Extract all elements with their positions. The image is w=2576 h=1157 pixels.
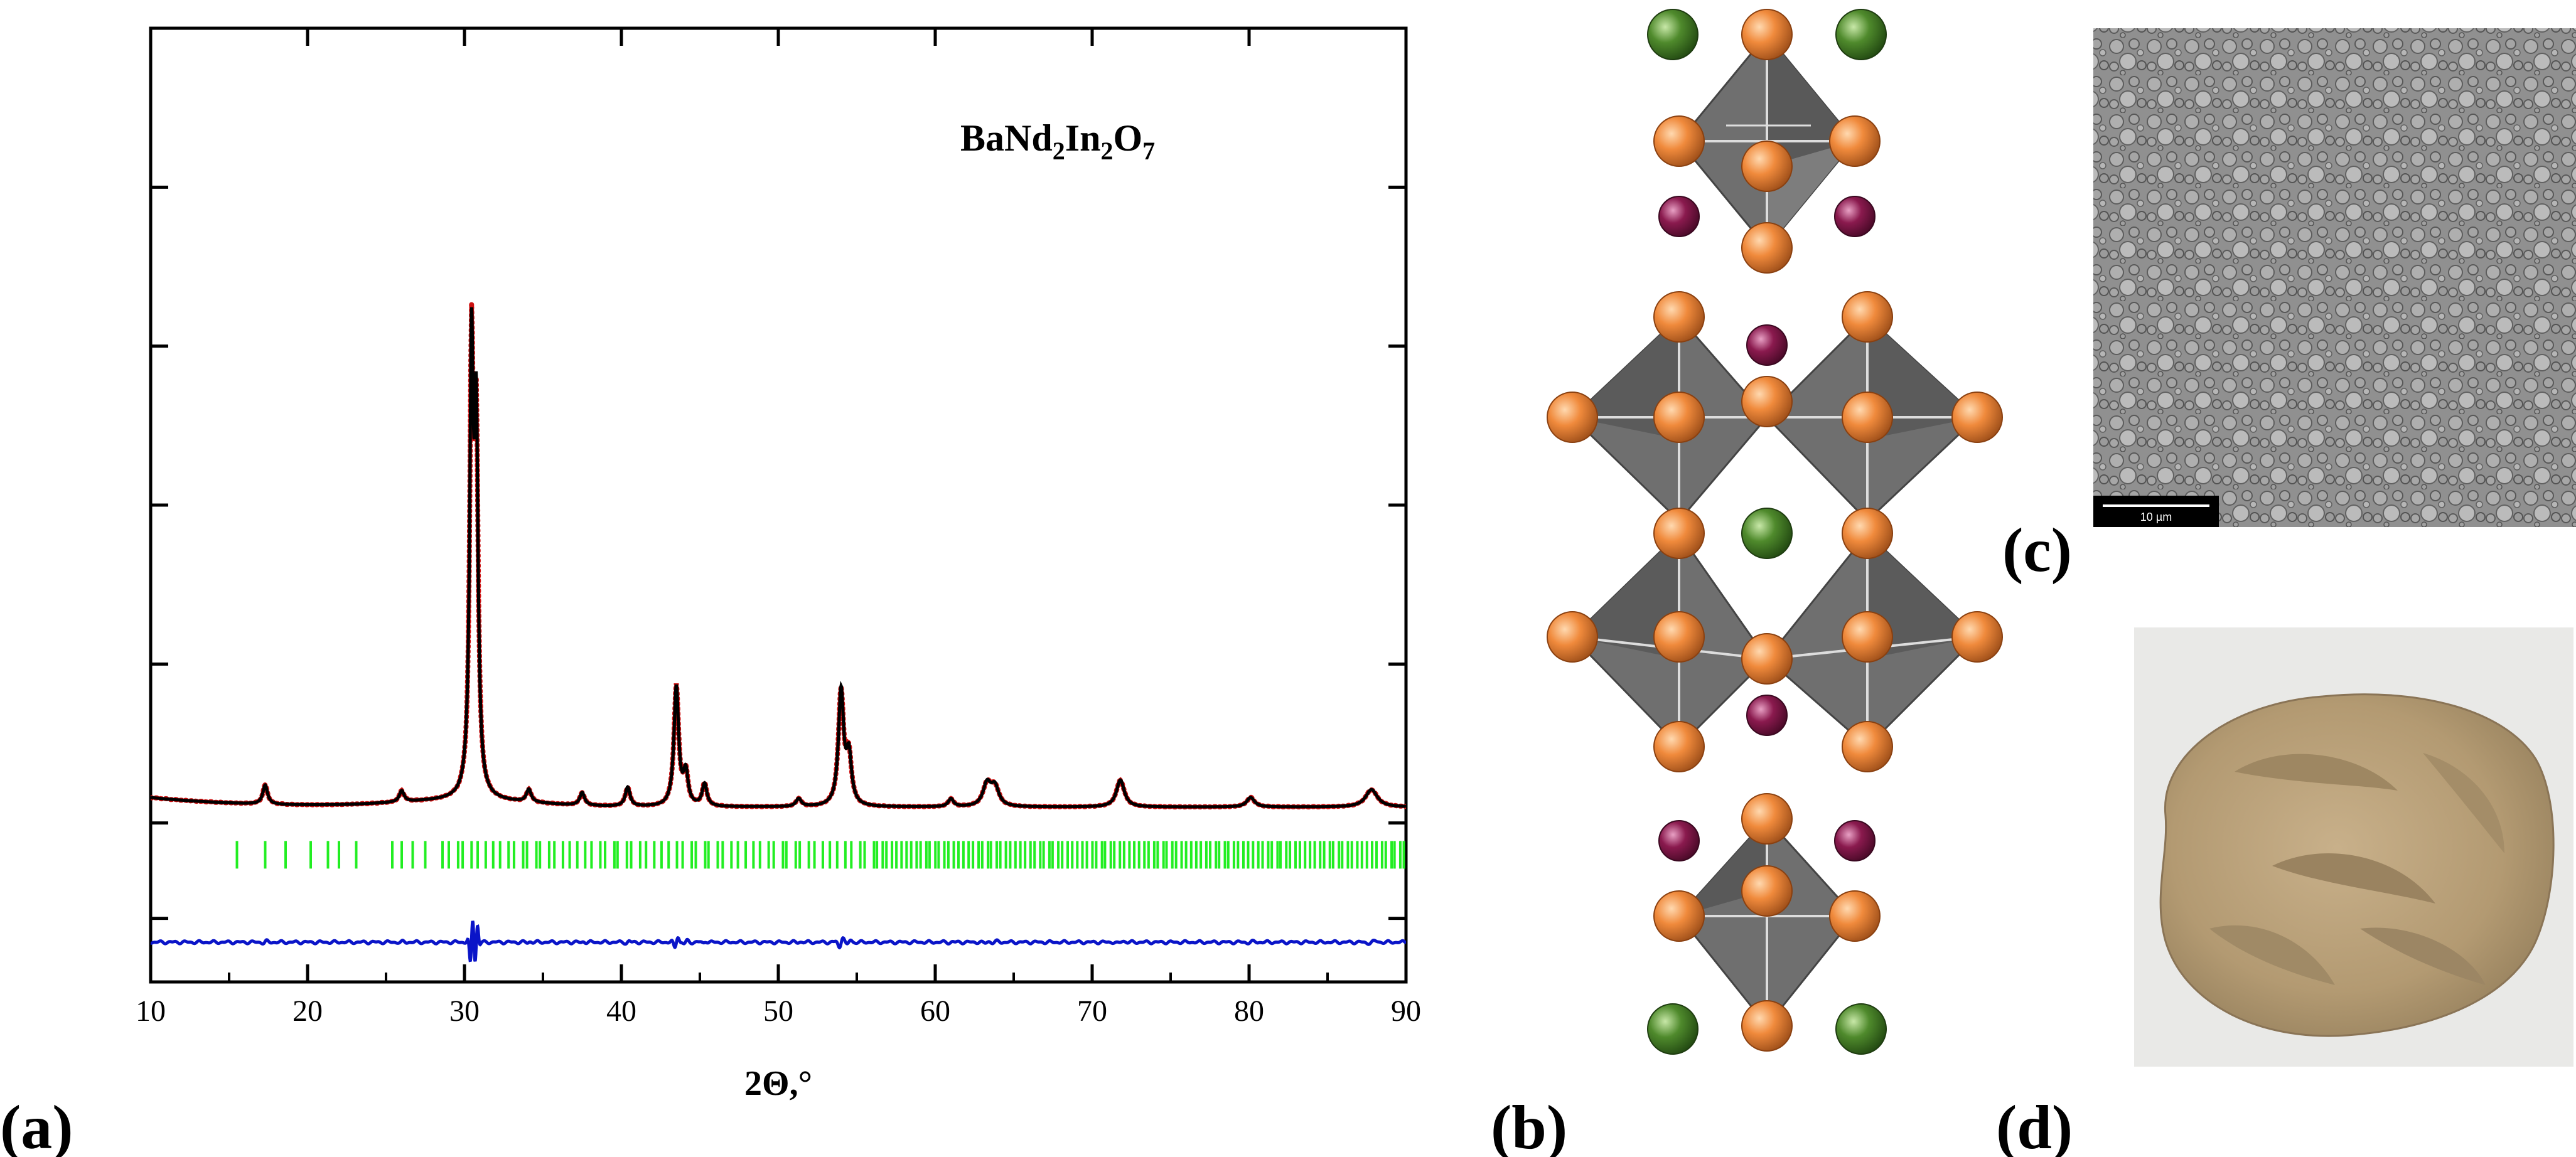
formula-part: BaNd	[960, 117, 1053, 159]
x-tick-label: 70	[1077, 994, 1107, 1028]
compound-formula: BaNd2In2O7	[960, 117, 1155, 165]
crystal-structure	[1547, 9, 2003, 1055]
x-tick-label: 60	[920, 994, 950, 1028]
octahedron	[1678, 817, 1856, 1028]
scale-bar-label: 10 µm	[2140, 511, 2172, 523]
neodymium-atoms	[1658, 196, 1876, 861]
oxygen-atoms	[1547, 9, 2003, 1052]
y-ticks	[151, 185, 1406, 920]
sem-micrograph: 10 µm	[2093, 28, 2576, 527]
x-tick-label: 20	[292, 994, 323, 1028]
x-tick-label: 30	[449, 994, 480, 1028]
formula-subscript: 7	[1142, 137, 1155, 165]
difference-series	[151, 920, 1406, 962]
x-tick-label: 90	[1391, 994, 1421, 1028]
x-ticks	[149, 28, 1408, 982]
panel-label-d: (d)	[1996, 1092, 2073, 1157]
formula-subscript: 2	[1100, 137, 1113, 165]
powder-photo	[2134, 627, 2573, 1067]
x-tick-label: 10	[136, 994, 166, 1028]
x-tick-label: 80	[1234, 994, 1264, 1028]
panel-label-b: (b)	[1491, 1092, 1567, 1157]
panel-label-a: (a)	[0, 1092, 73, 1157]
formula-part: In	[1065, 117, 1101, 159]
x-tick-label: 40	[606, 994, 636, 1028]
barium-atoms	[1647, 9, 1887, 1055]
xrd-chart: 10 20 30 40 50 60 70 80 90 2Θ,° BaNd2In2O7	[136, 26, 1421, 1103]
x-axis-title: 2Θ,°	[744, 1064, 812, 1103]
formula-subscript: 2	[1053, 137, 1065, 165]
calculated-series	[151, 307, 1406, 809]
plot-frame	[149, 26, 1408, 984]
bragg-positions	[235, 841, 1405, 869]
formula-part: O	[1113, 117, 1142, 159]
x-tick-labels: 10 20 30 40 50 60 70 80 90	[136, 994, 1421, 1028]
panel-label-c: (c)	[2002, 515, 2072, 585]
scale-bar-background	[2093, 496, 2219, 527]
x-tick-label: 50	[763, 994, 793, 1028]
